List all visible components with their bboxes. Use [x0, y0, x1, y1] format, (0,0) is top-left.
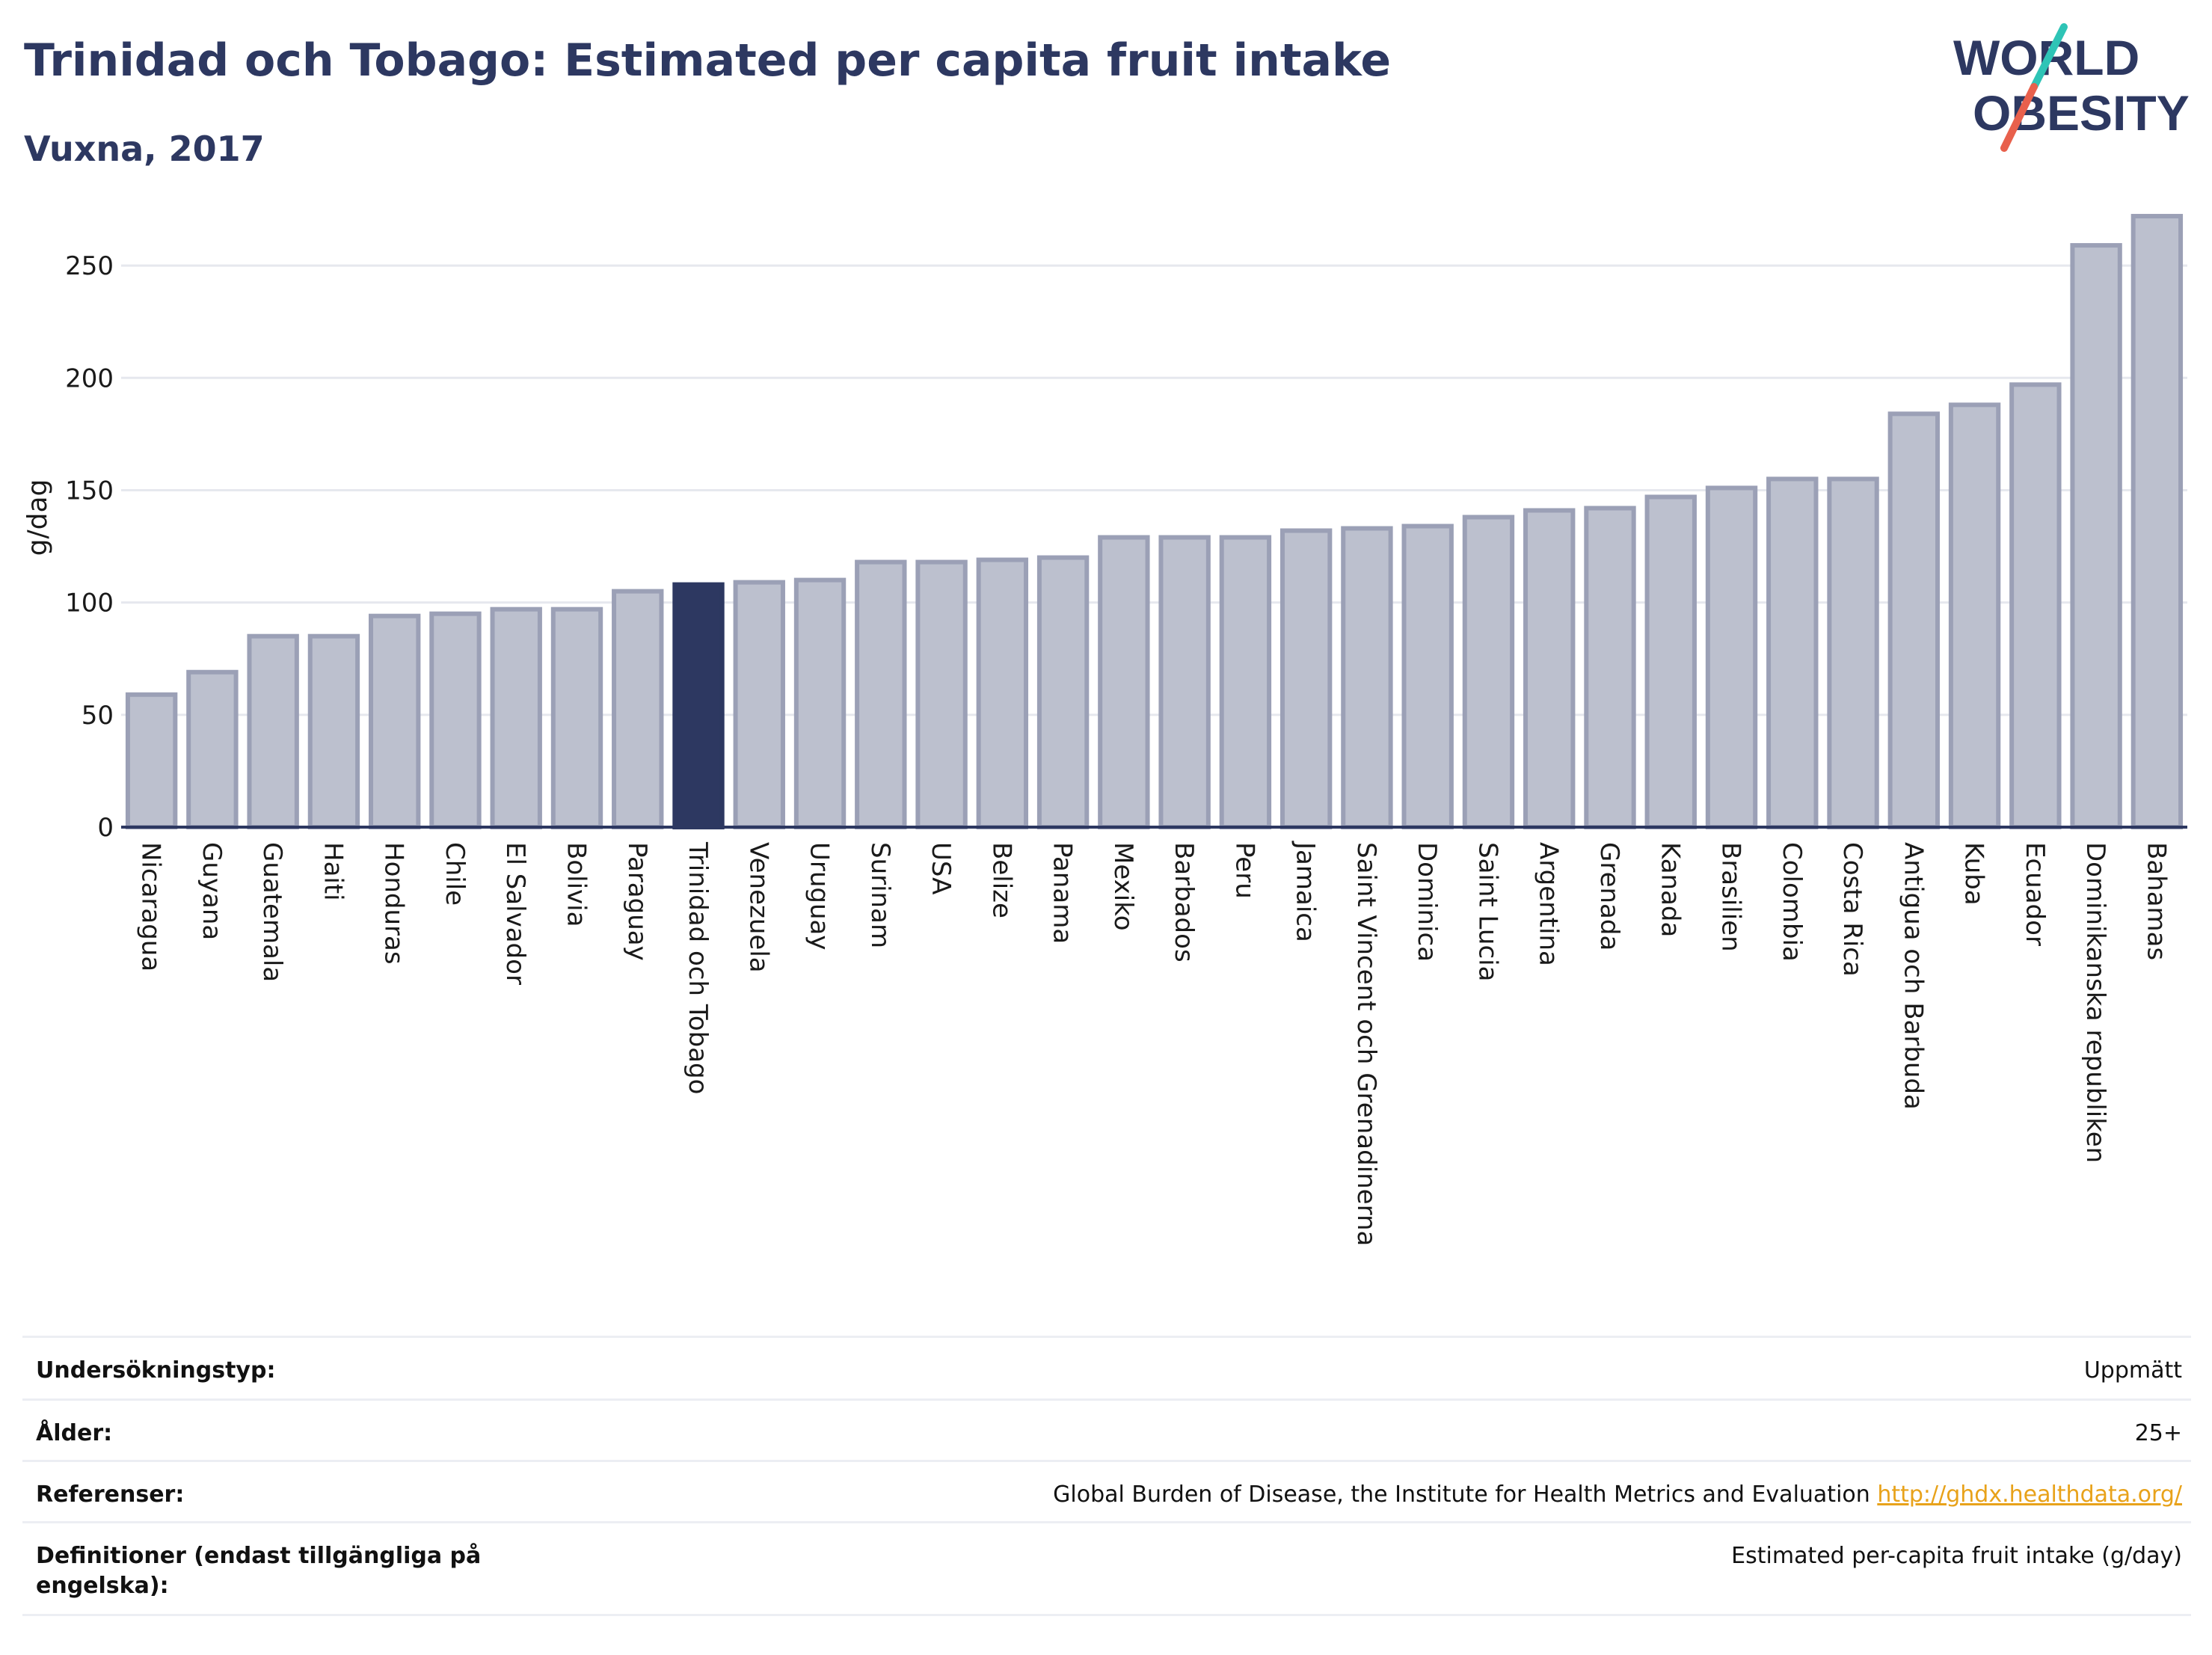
- bar: [1644, 494, 1697, 829]
- x-tick-label: Ecuador: [2020, 842, 2050, 946]
- x-tick-label: Bolivia: [561, 842, 591, 927]
- x-tick-label: Jamaica: [1291, 841, 1321, 942]
- x-tick-label: Honduras: [379, 842, 409, 965]
- x-tick-label: Saint Lucia: [1472, 842, 1502, 981]
- world-obesity-logo[interactable]: WORLD OBESITY: [1952, 21, 2199, 156]
- x-tick-label: Kanada: [1655, 842, 1685, 937]
- x-tick-label: Chile: [440, 842, 470, 906]
- bar: [612, 589, 664, 829]
- bar: [2070, 243, 2122, 829]
- meta-label: Definitioner (endast tillgängliga på eng…: [36, 1543, 482, 1599]
- bar: [1887, 411, 1941, 829]
- bar: [1341, 526, 1393, 830]
- x-tick-label: El Salvador: [500, 842, 530, 985]
- x-tick-labels: Nicaragua Guyana Guatemala Haiti Honduras Chi…: [136, 841, 2172, 1246]
- y-tick-label: 50: [82, 701, 114, 731]
- bar: [1584, 506, 1636, 829]
- bar: [1158, 535, 1211, 830]
- bar: [186, 669, 239, 830]
- metadata-table: Undersökningstyp: Uppmätt Ålder: 25+ Ref…: [22, 1336, 2191, 1616]
- x-tick-label: Uruguay: [805, 842, 835, 951]
- x-tick-label: USA: [926, 842, 956, 894]
- y-tick-label: 100: [65, 589, 114, 618]
- x-tick-label: Panama: [1048, 842, 1078, 944]
- x-tick-label: Barbados: [1169, 842, 1199, 962]
- meta-value: Estimated per-capita fruit intake (g/day…: [1731, 1543, 2182, 1569]
- x-tick-label: Grenada: [1594, 842, 1624, 951]
- x-tick-label: Kuba: [1959, 842, 1989, 906]
- y-axis-title: g/dag: [22, 479, 53, 556]
- bar: [915, 559, 968, 829]
- y-tick-labels: 0 50 100 150 200 250: [65, 251, 114, 843]
- bar: [1948, 402, 2001, 829]
- bar: [2130, 214, 2184, 829]
- x-tick-label: Nicaragua: [136, 842, 166, 971]
- bars: [125, 214, 2184, 830]
- bar: [733, 580, 785, 829]
- meta-row-survey-type: Undersökningstyp: Uppmätt: [22, 1338, 2191, 1401]
- x-tick-label: Peru: [1229, 842, 1259, 899]
- bar: [1523, 508, 1576, 829]
- meta-value: Global Burden of Disease, the Institute …: [1053, 1480, 2182, 1510]
- bar: [1462, 515, 1515, 829]
- meta-label: Referenser:: [36, 1481, 185, 1508]
- bar: [429, 611, 482, 829]
- x-tick-label: Surinam: [865, 842, 895, 948]
- x-tick-label: Bahamas: [2141, 842, 2171, 960]
- bar: [1279, 528, 1333, 829]
- y-tick-label: 0: [97, 813, 114, 843]
- x-tick-label: Mexiko: [1108, 842, 1138, 931]
- x-tick-label: Trinidad och Tobago: [683, 841, 713, 1094]
- bar: [550, 607, 603, 829]
- chart-title: Trinidad och Tobago: Estimated per capit…: [24, 34, 1392, 87]
- x-tick-label: Belize: [986, 842, 1016, 918]
- reference-text: Global Burden of Disease, the Institute …: [1053, 1481, 1878, 1508]
- bar: [855, 559, 907, 829]
- bar: [1827, 476, 1879, 829]
- x-tick-label: Brasilien: [1716, 842, 1746, 952]
- x-tick-label: Guatemala: [257, 842, 287, 982]
- y-tick-label: 150: [65, 476, 114, 506]
- meta-row-age: Ålder: 25+: [22, 1401, 2191, 1462]
- bar: [125, 692, 178, 830]
- meta-row-definitions: Definitioner (endast tillgängliga på eng…: [22, 1523, 2191, 1616]
- bar: [1401, 523, 1454, 829]
- x-tick-label: Dominikanska republiken: [2080, 842, 2110, 1163]
- meta-row-references: Referenser: Global Burden of Disease, th…: [22, 1462, 2191, 1523]
- bar: [247, 633, 299, 829]
- logo-slash-bottom: [2000, 83, 2038, 152]
- bar-highlighted: [672, 582, 725, 829]
- meta-value: Uppmätt: [2083, 1357, 2182, 1384]
- bar: [490, 607, 542, 829]
- x-tick-label: Saint Vincent och Grenadinerna: [1351, 842, 1381, 1246]
- bar: [2009, 382, 2062, 829]
- bar: [1219, 535, 1272, 830]
- x-tick-label: Venezuela: [743, 842, 773, 973]
- bar: [307, 633, 360, 829]
- chart-subtitle: Vuxna, 2017: [24, 129, 265, 169]
- reference-link[interactable]: http://ghdx.healthdata.org/: [1877, 1481, 2182, 1508]
- x-tick-label: Antigua och Barbuda: [1898, 842, 1928, 1110]
- logo-slash-top: [2030, 23, 2068, 90]
- bar: [1766, 476, 1819, 829]
- x-tick-label: Haiti: [318, 842, 348, 901]
- meta-label: Undersökningstyp:: [36, 1357, 276, 1384]
- x-tick-label: Colombia: [1777, 842, 1807, 962]
- x-tick-label: Dominica: [1412, 842, 1442, 962]
- meta-value: 25+: [2134, 1420, 2182, 1446]
- bar: [793, 577, 847, 829]
- y-tick-label: 250: [65, 251, 114, 281]
- bar: [1036, 555, 1090, 829]
- x-tick-label: Costa Rica: [1837, 842, 1867, 977]
- y-tick-label: 200: [65, 363, 114, 393]
- bar: [1705, 485, 1758, 829]
- bar-chart: 0 50 100 150 200 250 Nicaragua Guyana Guatemala…: [22, 214, 2187, 1246]
- bar: [368, 613, 421, 830]
- bar: [976, 557, 1029, 829]
- meta-label: Ålder:: [36, 1420, 113, 1446]
- x-tick-label: Guyana: [197, 842, 227, 940]
- x-tick-label: Argentina: [1534, 842, 1564, 966]
- x-tick-label: Paraguay: [622, 842, 652, 961]
- bar: [1098, 535, 1150, 830]
